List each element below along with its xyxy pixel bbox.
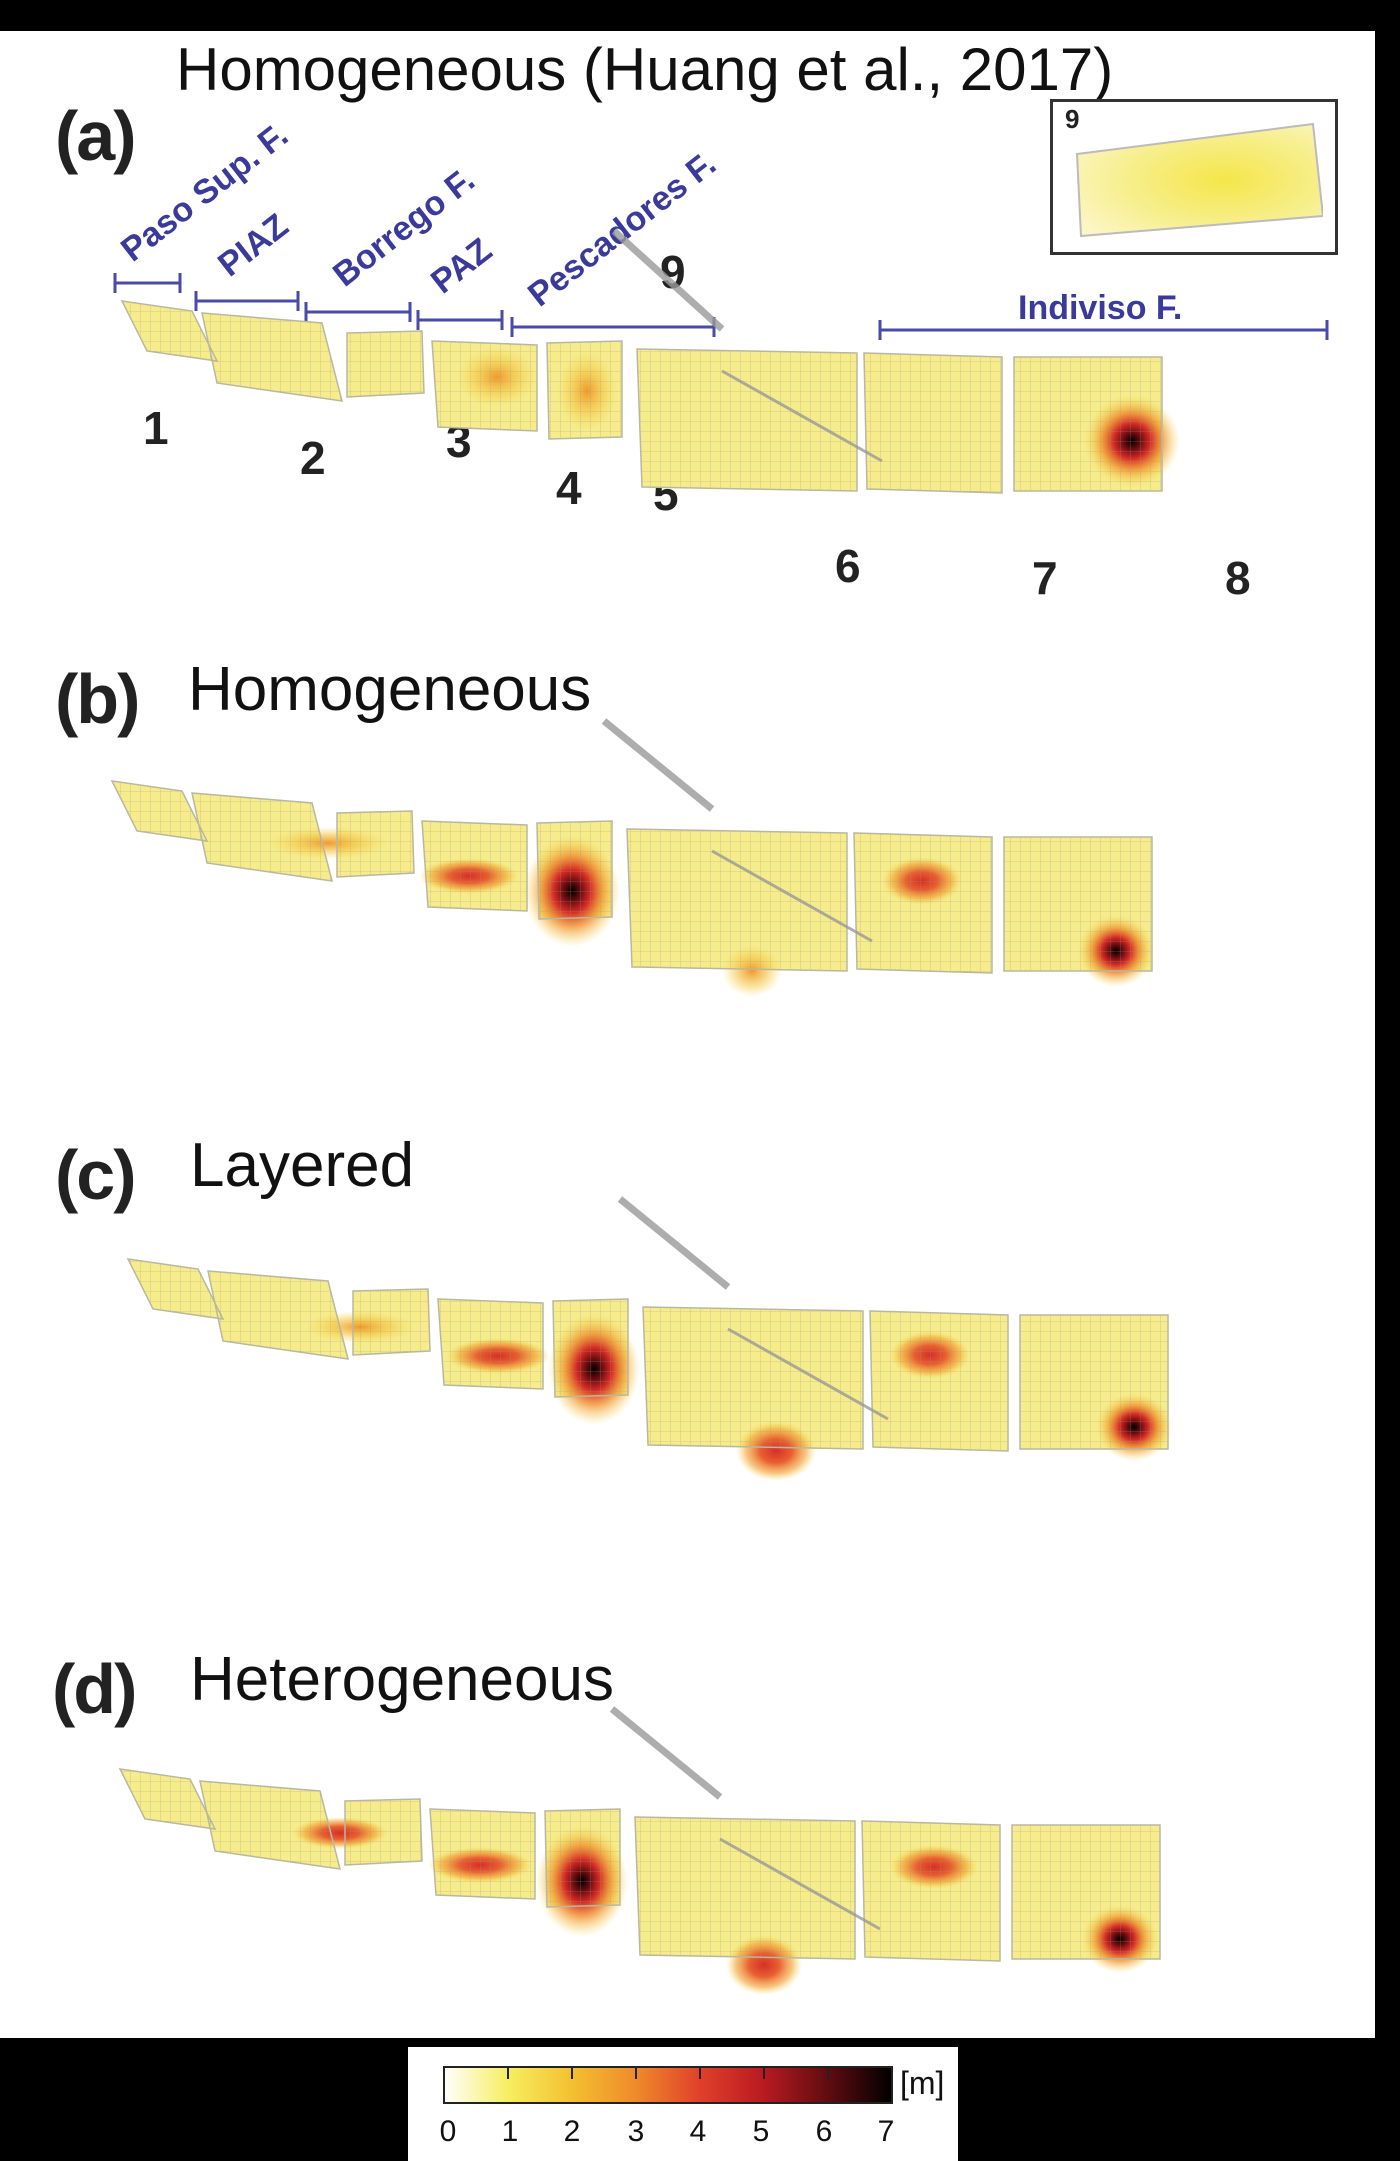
fault-4-grid-a — [431, 340, 538, 432]
panel-a-letter: (a) — [55, 97, 137, 175]
fault-9-trace-b — [601, 718, 715, 812]
segment-brackets — [113, 273, 1329, 340]
fault-1-grid-c — [126, 1258, 225, 1320]
panel-d-letter: (d) — [52, 1650, 137, 1728]
colorbar: [m] 0 1 2 3 4 5 6 7 — [408, 2047, 958, 2161]
colorbar-tick: 5 — [752, 2115, 770, 2148]
fault-8-grid-d — [1011, 1824, 1161, 1960]
fault-6-branch-a — [721, 369, 883, 463]
panel-c-letter: (c) — [55, 1136, 137, 1214]
fault-6-branch-c — [727, 1327, 889, 1421]
fault-4-grid-d — [429, 1808, 536, 1900]
panel-b-letter: (b) — [55, 660, 140, 738]
fault-number-2: 2 — [300, 432, 326, 484]
fault-9-trace-c — [617, 1196, 731, 1290]
fault-6-grid-a — [636, 348, 858, 492]
fault-2-grid-d — [199, 1780, 342, 1870]
fault-5-grid-a — [546, 340, 623, 440]
fault-8-grid-b — [1003, 836, 1153, 972]
figure-title: Homogeneous (Huang et al., 2017) — [176, 36, 1114, 103]
fault-number-7: 7 — [1032, 552, 1058, 604]
fault-5-grid-b — [536, 820, 613, 920]
fault-9-trace-a — [611, 228, 725, 332]
colorbar-tick: 3 — [627, 2115, 645, 2148]
figure-canvas: Homogeneous (Huang et al., 2017) (a) Pas… — [0, 31, 1375, 2038]
colorbar-tick: 4 — [689, 2115, 707, 2148]
panel-d-subtitle: Heterogeneous — [190, 1645, 614, 1714]
fault-number-8: 8 — [1225, 552, 1251, 604]
colorbar-unit: [m] — [900, 2065, 945, 2101]
fault-7-grid-a — [863, 352, 1003, 494]
fault-2-grid-c — [207, 1270, 350, 1360]
fault-number-4: 4 — [556, 462, 582, 514]
fault-6-branch-d — [719, 1837, 881, 1931]
fault-6-branch-b — [711, 849, 873, 943]
fault-6-grid-d — [634, 1816, 856, 1960]
fault-2-grid-a — [201, 312, 344, 402]
fault-5-grid-c — [552, 1298, 629, 1398]
inset-fault-9: 9 — [1050, 99, 1338, 255]
fault-8-grid-c — [1019, 1314, 1169, 1450]
fault-5-grid-d — [544, 1808, 621, 1908]
colorbar-tick: 0 — [439, 2115, 457, 2148]
fault-6-grid-c — [642, 1306, 864, 1450]
inset-slip-patch — [1075, 122, 1323, 238]
inset-label: 9 — [1065, 104, 1080, 134]
panel-c-subtitle: Layered — [190, 1131, 415, 1200]
fault-3-grid-b — [336, 810, 415, 878]
fault-4-grid-b — [421, 820, 528, 912]
fault-9-trace-d — [609, 1706, 723, 1800]
colorbar-tick: 6 — [815, 2115, 833, 2148]
fault-3-grid-d — [344, 1798, 423, 1866]
fault-4-grid-c — [437, 1298, 544, 1390]
fault-7-grid-b — [853, 832, 993, 974]
fault-7-grid-d — [861, 1820, 1001, 1962]
fault-number-1: 1 — [143, 402, 169, 454]
fault-8-grid-a — [1013, 356, 1163, 492]
colorbar-tick: 7 — [877, 2115, 895, 2148]
fault-number-6: 6 — [835, 540, 861, 592]
fault-2-grid-b — [191, 792, 334, 882]
colorbar-tick: 1 — [501, 2115, 519, 2148]
fault-3-grid-a — [346, 330, 425, 398]
segment-label-indiviso: Indiviso F. — [1018, 289, 1183, 327]
fault-1-grid-b — [110, 780, 209, 842]
fault-7-grid-c — [869, 1310, 1009, 1452]
fault-3-grid-c — [352, 1288, 431, 1356]
fault-slip-maps — [110, 228, 1180, 1995]
fault-6-grid-b — [626, 828, 848, 972]
fault-1-grid-a — [120, 300, 219, 362]
fault-1-grid-d — [118, 1768, 217, 1830]
panel-b-subtitle: Homogeneous — [188, 655, 592, 724]
colorbar-gradient — [443, 2066, 893, 2104]
colorbar-tick: 2 — [563, 2115, 581, 2148]
